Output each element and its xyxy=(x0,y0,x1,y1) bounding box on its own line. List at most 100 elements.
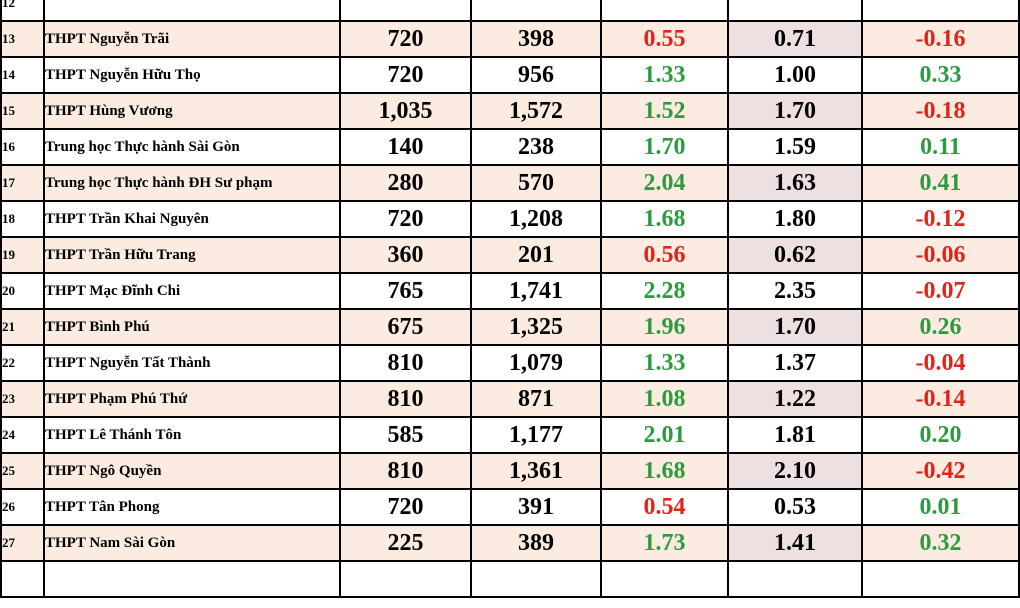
school-name xyxy=(43,0,341,22)
quota-value xyxy=(339,560,472,598)
ratio-current-value: 1.08 xyxy=(600,380,729,418)
school-name: THPT Ngô Quyền xyxy=(43,452,341,490)
ratio-difference-value: -0.07 xyxy=(861,272,1020,310)
ratio-current-value: 2.28 xyxy=(600,272,729,310)
school-name: THPT Trần Khai Nguyên xyxy=(43,200,341,238)
row-number: 26 xyxy=(0,488,45,526)
school-name: THPT Nguyễn Hữu Thọ xyxy=(43,56,341,94)
school-name: Trung học Thực hành Sài Gòn xyxy=(43,128,341,166)
ratio-current-value: 0.55 xyxy=(600,20,729,58)
ratio-current-value: 1.68 xyxy=(600,200,729,238)
registered-value: 1,325 xyxy=(470,308,602,346)
registered-value: 1,572 xyxy=(470,92,602,130)
table-row: 17 Trung học Thực hành ĐH Sư phạm 280 570 2.… xyxy=(0,164,1020,202)
school-name: THPT Lê Thánh Tôn xyxy=(43,416,341,454)
table-row: 26 THPT Tân Phong 720 391 0.54 0.53 0.01 xyxy=(0,488,1020,526)
school-name: THPT Nguyễn Trãi xyxy=(43,20,341,58)
ratio-previous-value: 1.81 xyxy=(727,416,863,454)
table-row: 13 THPT Nguyễn Trãi 720 398 0.55 0.71 -0.16 xyxy=(0,20,1020,58)
quota-value: 585 xyxy=(339,416,472,454)
quota-value xyxy=(339,0,472,22)
ratio-previous-value xyxy=(727,560,863,598)
ratio-current-value: 1.96 xyxy=(600,308,729,346)
ratio-current-value: 1.70 xyxy=(600,128,729,166)
ratio-difference-value: -0.16 xyxy=(861,20,1020,58)
school-name: Trung học Thực hành ĐH Sư phạm xyxy=(43,164,341,202)
ratio-difference-value: -0.04 xyxy=(861,344,1020,382)
school-name: THPT Hùng Vương xyxy=(43,92,341,130)
ratio-previous-value: 1.70 xyxy=(727,92,863,130)
row-number: 24 xyxy=(0,416,45,454)
ratio-current-value: 1.33 xyxy=(600,344,729,382)
school-name: THPT Nam Sài Gòn xyxy=(43,524,341,562)
row-number: 14 xyxy=(0,56,45,94)
row-number: 22 xyxy=(0,344,45,382)
ratio-difference-value xyxy=(861,560,1020,598)
ratio-current-value: 1.52 xyxy=(600,92,729,130)
registered-value: 398 xyxy=(470,20,602,58)
row-number: 23 xyxy=(0,380,45,418)
school-name: THPT Phạm Phú Thứ xyxy=(43,380,341,418)
quota-value: 720 xyxy=(339,488,472,526)
table-row: 18 THPT Trần Khai Nguyên 720 1,208 1.68 1.80-… xyxy=(0,200,1020,238)
registered-value: 391 xyxy=(470,488,602,526)
quota-value: 140 xyxy=(339,128,472,166)
ratio-previous-value: 1.22 xyxy=(727,380,863,418)
ratio-difference-value: 0.33 xyxy=(861,56,1020,94)
ratio-previous-value xyxy=(727,0,863,22)
row-number: 17 xyxy=(0,164,45,202)
row-number: 18 xyxy=(0,200,45,238)
quota-value: 280 xyxy=(339,164,472,202)
ratio-previous-value: 0.71 xyxy=(727,20,863,58)
table-row: 15 THPT Hùng Vương 1,035 1,572 1.52 1.70 -0.18 xyxy=(0,92,1020,130)
school-name: THPT Tân Phong xyxy=(43,488,341,526)
table-row: 16 Trung học Thực hành Sài Gòn 140 238 1.70 1… xyxy=(0,128,1020,166)
ratio-difference-value: 0.32 xyxy=(861,524,1020,562)
quota-value: 720 xyxy=(339,56,472,94)
quota-value: 810 xyxy=(339,452,472,490)
quota-value: 225 xyxy=(339,524,472,562)
registered-value xyxy=(470,560,602,598)
ratio-previous-value: 1.41 xyxy=(727,524,863,562)
registered-value xyxy=(470,0,602,22)
ratio-current-value: 0.56 xyxy=(600,236,729,274)
quota-value: 810 xyxy=(339,380,472,418)
school-name: THPT Bình Phú xyxy=(43,308,341,346)
row-number: 16 xyxy=(0,128,45,166)
table-row: 20 THPT Mạc Đĩnh Chi 765 1,741 2.28 2.35 -0.07 xyxy=(0,272,1020,310)
quota-value: 360 xyxy=(339,236,472,274)
row-number xyxy=(0,560,45,598)
quota-value: 720 xyxy=(339,200,472,238)
table-row: 27 THPT Nam Sài Gòn 225 389 1.73 1.41 0.32 xyxy=(0,524,1020,562)
registered-value: 871 xyxy=(470,380,602,418)
registered-value: 1,741 xyxy=(470,272,602,310)
school-name: THPT Mạc Đĩnh Chi xyxy=(43,272,341,310)
ratio-previous-value: 1.70 xyxy=(727,308,863,346)
ratio-current-value xyxy=(600,0,729,22)
registered-value: 201 xyxy=(470,236,602,274)
quota-value: 675 xyxy=(339,308,472,346)
table-row: 23 THPT Phạm Phú Thứ 810 871 1.08 1.22 -0.14 xyxy=(0,380,1020,418)
ratio-previous-value: 0.53 xyxy=(727,488,863,526)
ratio-current-value: 2.04 xyxy=(600,164,729,202)
school-name: THPT Nguyễn Tất Thành xyxy=(43,344,341,382)
ratio-difference-value: 0.11 xyxy=(861,128,1020,166)
row-number: 13 xyxy=(0,20,45,58)
table-row: 25 THPT Ngô Quyền 810 1,361 1.68 2.10 -0.42 xyxy=(0,452,1020,490)
row-number: 20 xyxy=(0,272,45,310)
quota-value: 1,035 xyxy=(339,92,472,130)
ratio-difference-value: 0.26 xyxy=(861,308,1020,346)
ratio-previous-value: 0.62 xyxy=(727,236,863,274)
registered-value: 389 xyxy=(470,524,602,562)
ratio-difference-value: 0.20 xyxy=(861,416,1020,454)
ratio-difference-value: -0.14 xyxy=(861,380,1020,418)
ratio-current-value: 1.68 xyxy=(600,452,729,490)
registered-value: 1,361 xyxy=(470,452,602,490)
ratio-difference-value: -0.18 xyxy=(861,92,1020,130)
ratio-difference-value: 0.41 xyxy=(861,164,1020,202)
ratio-current-value: 0.54 xyxy=(600,488,729,526)
table-row: 19 THPT Trần Hữu Trang 360 201 0.56 0.62 -0.06 xyxy=(0,236,1020,274)
registered-value: 1,079 xyxy=(470,344,602,382)
